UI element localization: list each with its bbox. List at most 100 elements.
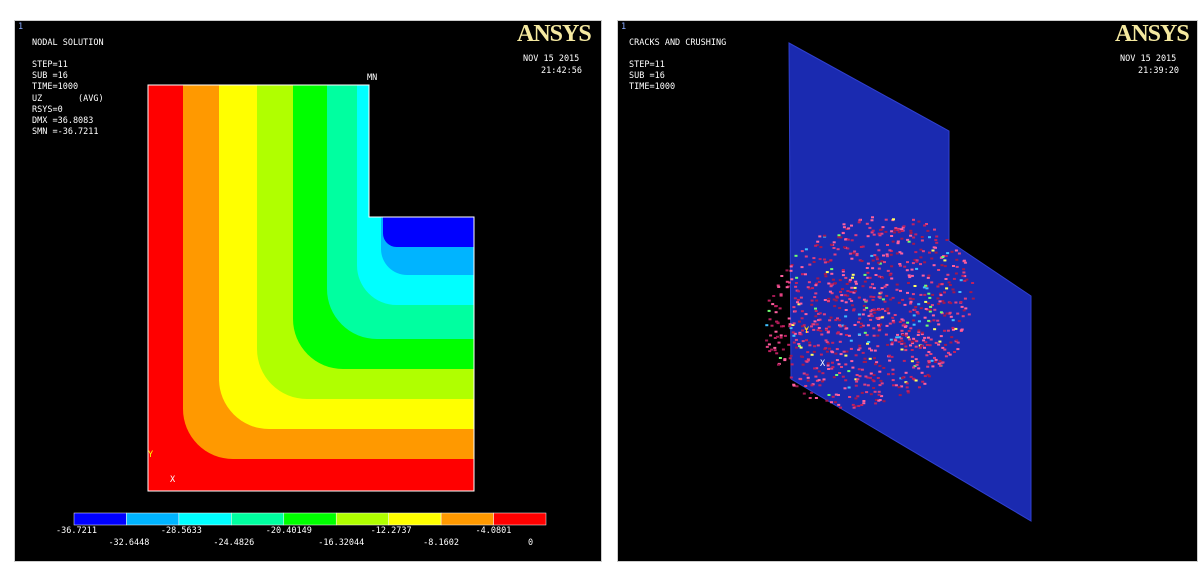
crack [874, 363, 877, 366]
crack [791, 331, 795, 334]
crack [765, 324, 769, 327]
crack [837, 234, 841, 237]
crack [821, 372, 825, 375]
crack [830, 292, 834, 295]
crack [898, 264, 902, 267]
crack [806, 351, 810, 354]
crack [965, 278, 969, 281]
crack [923, 346, 926, 349]
legend-swatch [440, 512, 494, 526]
crack [824, 347, 828, 350]
crack [832, 241, 836, 244]
info-line: TIME=1000 [32, 82, 79, 93]
crack [793, 310, 797, 313]
crack [815, 244, 819, 246]
crack [915, 267, 919, 270]
crack [924, 284, 928, 287]
crack [765, 345, 769, 348]
crack [912, 314, 916, 317]
crack [804, 273, 807, 276]
crack [896, 240, 900, 243]
crack [864, 375, 868, 378]
crack [813, 345, 817, 348]
crack [873, 311, 877, 314]
crack [796, 298, 800, 301]
crack [810, 299, 814, 302]
crack [945, 287, 949, 290]
crack [805, 360, 809, 363]
crack [948, 284, 952, 286]
crack [861, 324, 865, 327]
crack [893, 314, 897, 316]
crack [883, 261, 886, 264]
crack [892, 384, 896, 387]
crack [800, 310, 804, 313]
crack [862, 308, 866, 311]
crack [909, 232, 913, 234]
axis-x: X [820, 359, 826, 369]
crack [828, 347, 831, 350]
crack [850, 360, 854, 363]
crack [779, 294, 783, 297]
crack [860, 260, 864, 262]
crack [927, 375, 931, 378]
crack [920, 236, 924, 238]
crack [792, 306, 796, 309]
crack [871, 216, 874, 219]
crack [959, 279, 963, 282]
crack [943, 348, 947, 351]
crack-plot [765, 42, 1032, 522]
crack [933, 308, 937, 311]
crack [834, 319, 838, 322]
crack [794, 254, 798, 257]
crack [948, 353, 952, 356]
crack [908, 338, 912, 341]
crack [801, 363, 805, 366]
crack [901, 298, 905, 301]
crack [909, 302, 913, 305]
crack [913, 365, 917, 368]
crack [905, 386, 909, 389]
window-number: 1 [621, 22, 627, 32]
crack [869, 295, 873, 298]
crack [765, 339, 769, 342]
crack [773, 346, 777, 349]
crack [938, 283, 942, 286]
crack [927, 319, 931, 322]
info-line: SMN =-36.7211 [32, 127, 99, 138]
crack [910, 349, 914, 351]
crack [917, 329, 921, 332]
crack [962, 259, 966, 262]
crack [891, 379, 895, 382]
window-number: 1 [18, 22, 24, 32]
crack [798, 345, 801, 348]
crack [774, 330, 778, 333]
crack [873, 390, 877, 393]
crack [919, 293, 923, 296]
crack [909, 327, 913, 330]
crack [854, 280, 858, 283]
crack [834, 299, 838, 302]
crack [934, 358, 938, 361]
crack [858, 317, 862, 320]
crack [837, 363, 841, 366]
crack [838, 319, 842, 322]
crack [937, 343, 941, 346]
crack [900, 385, 904, 388]
crack [925, 287, 929, 290]
crack [879, 323, 883, 326]
crack [845, 327, 849, 330]
crack [939, 364, 943, 367]
crack [881, 298, 885, 301]
crack [779, 334, 783, 337]
crack [934, 341, 938, 344]
crack [962, 268, 966, 271]
crack [954, 249, 958, 252]
crack [819, 246, 823, 249]
legend-label: 0 [528, 538, 534, 548]
crack [783, 334, 787, 337]
crack [798, 332, 802, 335]
crack [792, 341, 796, 344]
crack [907, 330, 911, 332]
crack [815, 299, 819, 302]
